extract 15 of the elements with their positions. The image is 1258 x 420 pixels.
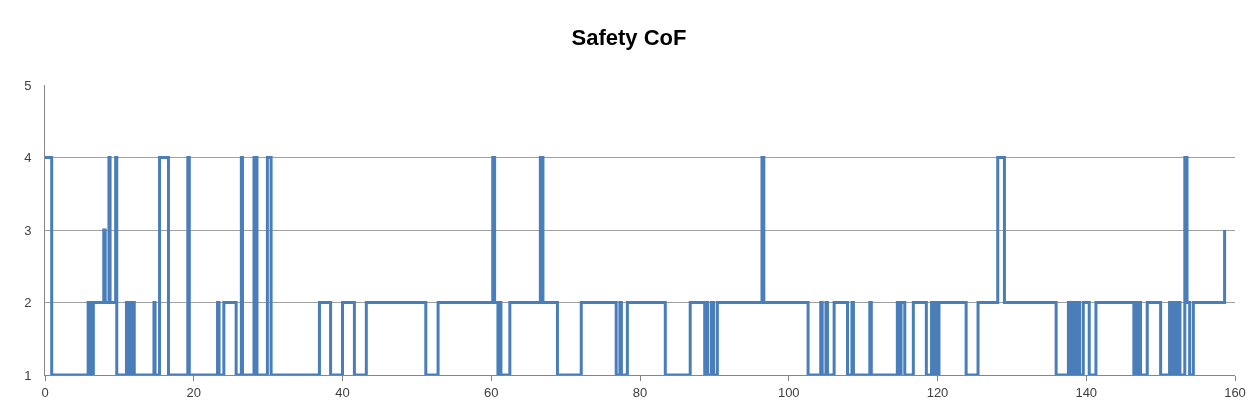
x-tick-label: 160 <box>1224 384 1246 400</box>
x-tick-label: 120 <box>926 384 949 400</box>
y-tick-label: 5 <box>24 77 32 93</box>
y-tick-label: 2 <box>24 295 32 311</box>
x-tick-label: 100 <box>777 384 800 400</box>
x-tick-label: 20 <box>186 384 201 400</box>
x-tick-label: 40 <box>335 384 350 400</box>
x-tick-label: 60 <box>484 384 499 400</box>
y-tick-label: 4 <box>24 150 32 166</box>
chart-title: Safety CoF <box>571 24 687 50</box>
y-tick-label: 3 <box>24 222 32 238</box>
x-tick-label: 80 <box>632 384 648 400</box>
x-tick-label: 0 <box>41 384 49 400</box>
y-tick-label: 1 <box>24 367 32 383</box>
x-tick-label: 140 <box>1075 384 1098 400</box>
